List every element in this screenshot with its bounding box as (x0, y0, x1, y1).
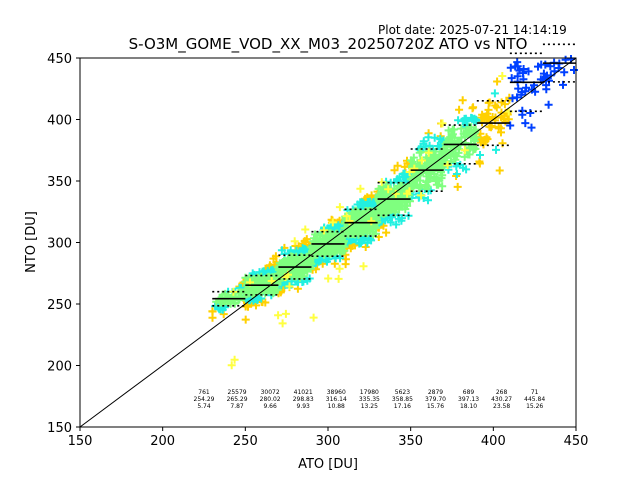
bin-annotation-mean: 265.29 (227, 396, 248, 403)
chart-title: S-O3M_GOME_VOD_XX_M03_20250720Z ATO vs N… (129, 35, 528, 54)
bin-annotation-count: 689 (463, 389, 475, 396)
bin-annotation-mean: 397.13 (458, 396, 479, 403)
y-tick-label: 200 (47, 360, 72, 375)
bin-annotation-count: 268 (496, 389, 508, 396)
x-tick-label: 200 (150, 434, 175, 449)
scatter-points-blue (506, 55, 578, 132)
x-axis-label: ATO [DU] (298, 457, 358, 472)
y-tick-label: 150 (47, 421, 72, 436)
bin-annotation-std: 15.76 (427, 403, 444, 410)
plot-date: Plot date: 2025-07-21 14:14:19 (378, 23, 567, 37)
bin-annotation-count: 17980 (360, 389, 379, 396)
bin-annotation-count: 71 (531, 389, 539, 396)
bin-annotation-std: 10.88 (328, 403, 345, 410)
bin-annotation-count: 41021 (294, 389, 313, 396)
x-tick-label: 400 (481, 434, 506, 449)
y-tick-label: 450 (47, 52, 72, 67)
bin-annotation-mean: 316.14 (326, 396, 347, 403)
y-tick-label: 350 (47, 175, 72, 190)
one-to-one-reference-line (79, 57, 577, 428)
x-tick-label: 350 (398, 434, 423, 449)
x-tick-label: 450 (564, 434, 589, 449)
bin-annotation-count: 38960 (327, 389, 346, 396)
bin-annotation-count: 30072 (261, 389, 280, 396)
x-tick-label: 150 (68, 434, 93, 449)
y-axis-label: NTO [DU] (24, 211, 39, 273)
bin-annotation-std: 9.93 (297, 403, 311, 410)
y-tick-label: 250 (47, 298, 72, 313)
bin-annotation-mean: 335.35 (359, 396, 380, 403)
bin-annotation-mean: 445.84 (524, 396, 545, 403)
bin-annotation-count: 2879 (428, 389, 443, 396)
bin-annotation-count: 5623 (395, 389, 410, 396)
scatter-points-green (212, 123, 481, 308)
bin-annotation-mean: 254.29 (194, 396, 215, 403)
bin-statistics-layer (212, 43, 576, 307)
bin-annotation-mean: 430.27 (491, 396, 512, 403)
scatter-points-outliers (227, 72, 513, 370)
x-tick-label: 250 (233, 434, 258, 449)
bin-annotation-std: 5.74 (197, 403, 211, 410)
bin-annotation-mean: 358.85 (392, 396, 413, 403)
y-tick-label: 300 (47, 237, 72, 252)
scatter-points-layer (208, 55, 578, 370)
axes-layer: 150 200 250 300 350 400 450 150 200 250 300 350 400 4… (47, 52, 588, 449)
bin-annotation-std: 17.16 (394, 403, 411, 410)
bin-annotation-std: 13.25 (361, 403, 378, 410)
bin-annotation-mean: 379.70 (425, 396, 446, 403)
bin-annotation-mean: 298.83 (293, 396, 314, 403)
x-tick-label: 300 (316, 434, 341, 449)
bin-annotation-std: 23.58 (493, 403, 510, 410)
bin-annotation-std: 15.26 (526, 403, 543, 410)
bin-annotations-layer: 761254.295.7425579265.297.8730072280.029… (194, 389, 546, 410)
bin-annotation-mean: 280.02 (260, 396, 281, 403)
bin-annotation-std: 18.10 (460, 403, 477, 410)
bin-annotation-std: 7.87 (230, 403, 244, 410)
bin-annotation-std: 9.66 (263, 403, 277, 410)
bin-annotation-count: 761 (198, 389, 210, 396)
y-tick-label: 400 (47, 114, 72, 129)
bin-annotation-count: 25579 (228, 389, 247, 396)
